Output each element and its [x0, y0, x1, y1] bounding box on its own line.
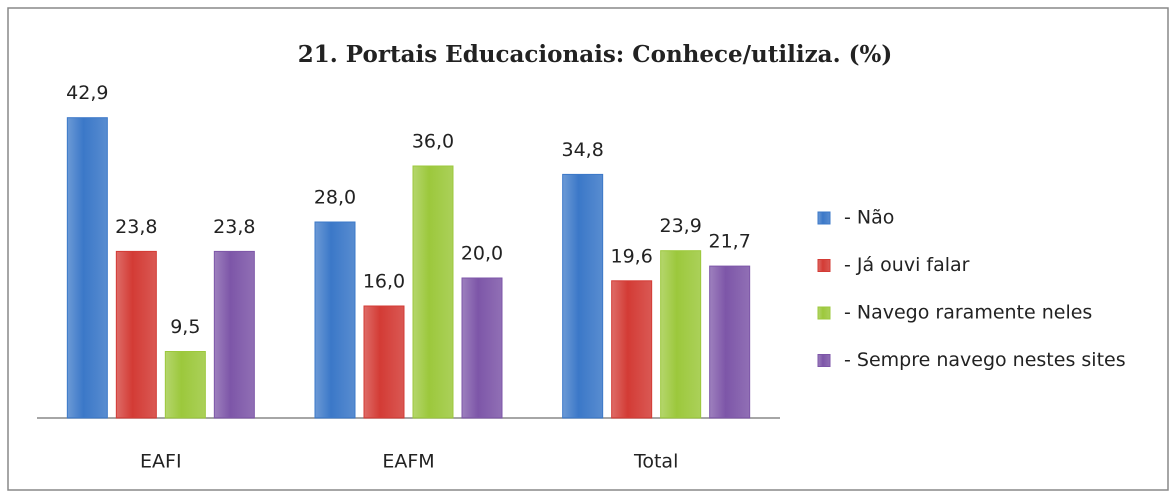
value-label: 42,9 [66, 82, 108, 104]
value-label: 36,0 [412, 131, 454, 153]
value-label: 23,8 [213, 216, 255, 238]
value-label: 23,9 [660, 215, 702, 237]
legend-swatch [817, 306, 831, 320]
x-tick-label: Total [633, 451, 678, 473]
bar [314, 221, 356, 419]
x-tick-label: EAFI [140, 451, 182, 473]
bar [660, 250, 702, 419]
bar [562, 173, 604, 419]
value-label: 19,6 [611, 245, 653, 267]
bar [412, 165, 454, 419]
chart-title: 21. Portais Educacionais: Conhece/utiliz… [298, 41, 892, 68]
legend-swatch [817, 259, 831, 272]
value-label: 9,5 [170, 316, 200, 338]
value-label: 34,8 [562, 139, 604, 161]
legend-label: - Não [844, 207, 894, 229]
legend-label: - Já ouvi falar [844, 254, 970, 276]
value-label: 28,0 [314, 187, 356, 209]
bar [164, 351, 206, 419]
bar [66, 117, 108, 419]
bar [611, 280, 653, 419]
value-label: 16,0 [363, 271, 405, 293]
value-label: 20,0 [461, 243, 503, 265]
bar [363, 305, 405, 419]
value-label: 21,7 [709, 231, 751, 253]
bar [213, 250, 255, 419]
legend-label: - Sempre navego nestes sites [844, 349, 1126, 371]
legend-swatch [817, 211, 831, 225]
bar [709, 265, 751, 419]
legend-label: - Navego raramente neles [844, 302, 1092, 324]
bar [115, 250, 157, 419]
value-label: 23,8 [115, 216, 157, 238]
legend-swatch [817, 354, 831, 367]
x-tick-label: EAFM [382, 451, 434, 473]
bar [461, 277, 503, 419]
